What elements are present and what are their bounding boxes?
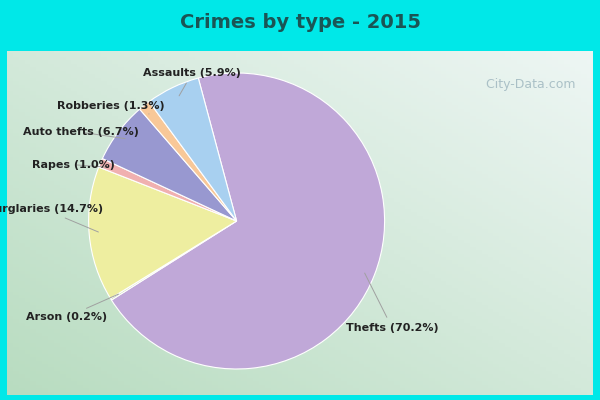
Wedge shape — [103, 109, 236, 221]
Wedge shape — [112, 73, 385, 369]
Wedge shape — [89, 167, 236, 298]
Text: Robberies (1.3%): Robberies (1.3%) — [57, 100, 164, 114]
Wedge shape — [99, 158, 236, 221]
Text: Assaults (5.9%): Assaults (5.9%) — [143, 68, 241, 96]
Text: Rapes (1.0%): Rapes (1.0%) — [32, 160, 115, 170]
Wedge shape — [140, 102, 236, 221]
Text: Burglaries (14.7%): Burglaries (14.7%) — [0, 204, 103, 232]
Wedge shape — [149, 78, 236, 221]
Text: Arson (0.2%): Arson (0.2%) — [26, 294, 118, 322]
Text: Thefts (70.2%): Thefts (70.2%) — [346, 273, 439, 332]
Wedge shape — [110, 221, 236, 300]
Text: Auto thefts (6.7%): Auto thefts (6.7%) — [23, 127, 139, 139]
Text: City-Data.com: City-Data.com — [482, 78, 575, 91]
Text: Crimes by type - 2015: Crimes by type - 2015 — [179, 14, 421, 32]
